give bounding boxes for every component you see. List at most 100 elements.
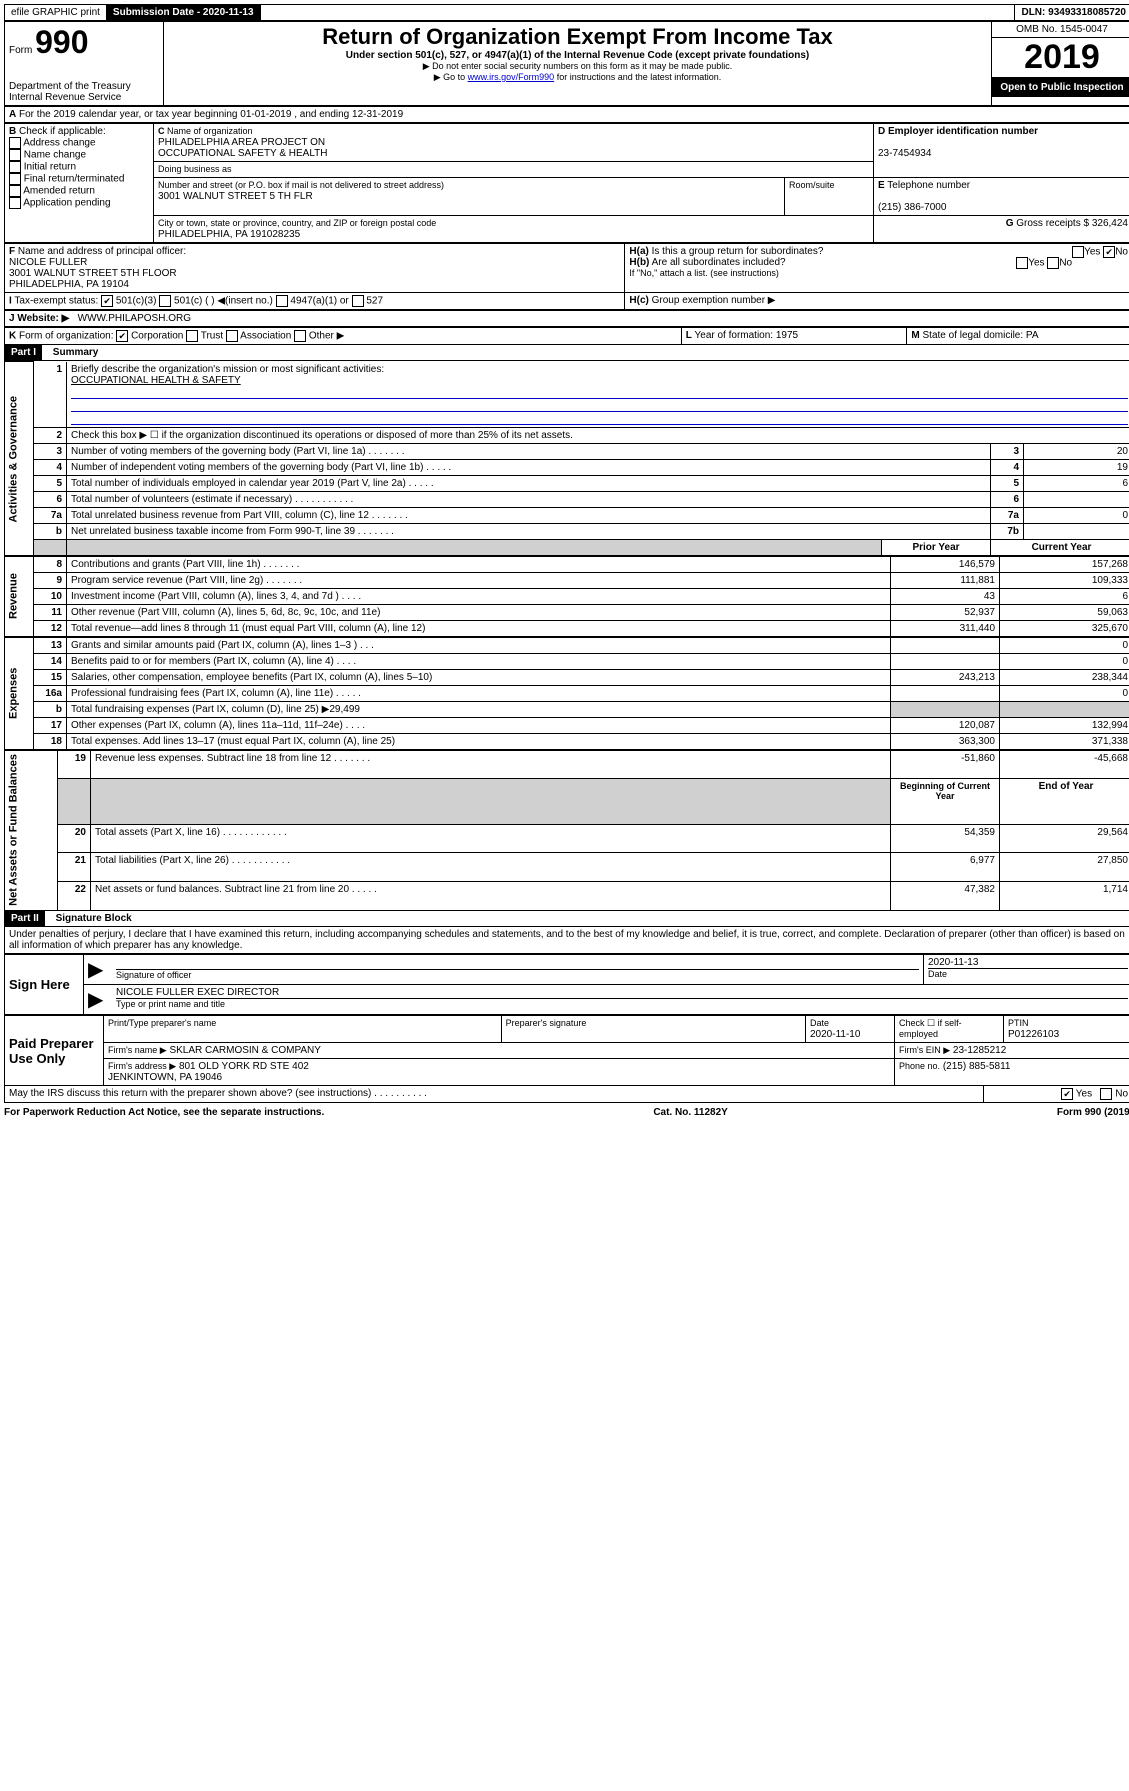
website: WWW.PHILAPOSH.ORG: [78, 313, 191, 324]
m-label: State of legal domicile:: [923, 330, 1024, 341]
app-pending-checkbox[interactable]: [9, 197, 21, 209]
527-checkbox[interactable]: [352, 295, 364, 307]
firm-addr-label: Firm's address ▶: [108, 1061, 176, 1071]
ha-label: Is this a group return for subordinates?: [652, 246, 824, 257]
dept: Department of the Treasury Internal Reve…: [9, 81, 159, 103]
form-header: Form 990 Department of the Treasury Inte…: [4, 21, 1129, 106]
b-opt-2: Initial return: [24, 162, 76, 173]
trust-checkbox[interactable]: [186, 330, 198, 342]
expenses-table: Expenses 13Grants and similar amounts pa…: [4, 637, 1129, 750]
form-subtitle: Under section 501(c), 527, or 4947(a)(1)…: [168, 50, 987, 61]
hb-label: Are all subordinates included?: [652, 257, 786, 268]
part1-header: Part I Summary: [4, 345, 1129, 361]
year-formation: 1975: [776, 330, 798, 341]
part1-title: Summary: [53, 347, 99, 358]
final-return-checkbox[interactable]: [9, 173, 21, 185]
efile-label[interactable]: efile GRAPHIC print: [5, 5, 107, 20]
ptin-label: PTIN: [1008, 1018, 1029, 1028]
ptin: P01226103: [1008, 1029, 1059, 1040]
line2-text: Check this box ▶ ☐ if the organization d…: [67, 427, 1129, 443]
name-change-checkbox[interactable]: [9, 149, 21, 161]
form-foot: Form 990 (2019): [1057, 1107, 1129, 1118]
footer: For Paperwork Reduction Act Notice, see …: [4, 1107, 1129, 1118]
name-label: Type or print name and title: [116, 999, 225, 1009]
k-label: Form of organization:: [19, 331, 114, 342]
entity-block: B Check if applicable: Address change Na…: [4, 123, 1129, 243]
officer-name: NICOLE FULLER EXEC DIRECTOR: [116, 987, 279, 998]
part1-label: Part I: [5, 345, 42, 360]
j-block: J Website: ▶ WWW.PHILAPOSH.ORG: [4, 310, 1129, 327]
preparer-block: Paid Preparer Use Only Print/Type prepar…: [4, 1015, 1129, 1086]
table-row: 5Total number of individuals employed in…: [5, 475, 1129, 491]
k-opt-3: Other ▶: [309, 331, 344, 342]
prior-year-header: Prior Year: [882, 539, 991, 555]
rev-label: Revenue: [5, 556, 34, 636]
note-goto: ▶ Go to www.irs.gov/Form990 for instruct…: [168, 72, 987, 83]
i-opt-2: 4947(a)(1) or: [290, 296, 348, 307]
l-label: Year of formation:: [695, 330, 774, 341]
discuss-yes[interactable]: [1061, 1088, 1073, 1100]
self-emp-label: Check ☐ if self-employed: [899, 1018, 962, 1039]
f-h-block: F Name and address of principal officer:…: [4, 243, 1129, 310]
g-label: Gross receipts $: [1016, 218, 1089, 229]
b-opt-5: Application pending: [23, 198, 110, 209]
k-opt-2: Association: [240, 331, 291, 342]
discuss-no[interactable]: [1100, 1088, 1112, 1100]
sig-officer-label: Signature of officer: [116, 970, 191, 980]
top-bar: efile GRAPHIC print Submission Date - 20…: [4, 4, 1129, 21]
form-title: Return of Organization Exempt From Incom…: [168, 24, 987, 50]
irs-link[interactable]: www.irs.gov/Form990: [468, 72, 555, 82]
gov-label: Activities & Governance: [5, 362, 34, 556]
phone-label: Phone no.: [899, 1061, 940, 1071]
b-label: Check if applicable:: [19, 126, 106, 137]
line-a: A For the 2019 calendar year, or tax yea…: [4, 106, 1129, 123]
501c3-checkbox[interactable]: [101, 295, 113, 307]
501c-checkbox[interactable]: [159, 295, 171, 307]
initial-return-checkbox[interactable]: [9, 161, 21, 173]
ha-no[interactable]: [1103, 246, 1115, 258]
i-opt-1: 501(c) ( ) ◀(insert no.): [174, 296, 273, 307]
assoc-checkbox[interactable]: [226, 330, 238, 342]
ein: 23-7454934: [878, 148, 931, 159]
mission: OCCUPATIONAL HEALTH & SAFETY: [71, 375, 241, 386]
begin-header: Beginning of Current Year: [891, 779, 1000, 824]
table-row: 7aTotal unrelated business revenue from …: [5, 507, 1129, 523]
b-opt-0: Address change: [23, 138, 95, 149]
city-label: City or town, state or province, country…: [158, 218, 436, 228]
4947-checkbox[interactable]: [276, 295, 288, 307]
sign-block: Sign Here ▶ Signature of officer 2020-11…: [4, 954, 1129, 1015]
i-opt-3: 527: [366, 296, 383, 307]
net-label: Net Assets or Fund Balances: [5, 750, 58, 911]
k-opt-0: Corporation: [131, 331, 183, 342]
phone: (215) 386-7000: [878, 202, 946, 213]
submission-date[interactable]: Submission Date - 2020-11-13: [107, 5, 261, 20]
hb-no[interactable]: [1047, 257, 1059, 269]
prep-date-label: Date: [810, 1018, 829, 1028]
other-checkbox[interactable]: [294, 330, 306, 342]
prep-date: 2020-11-10: [810, 1029, 860, 1040]
hb-yes[interactable]: [1016, 257, 1028, 269]
c-name-label: Name of organization: [167, 126, 253, 136]
domicile: PA: [1026, 330, 1039, 341]
prep-phone: (215) 885-5811: [943, 1061, 1011, 1072]
exp-label: Expenses: [5, 637, 34, 749]
dba-label: Doing business as: [158, 164, 232, 174]
tax-year: 2019: [992, 38, 1129, 78]
gross-receipts: 326,424: [1092, 218, 1128, 229]
addr-change-checkbox[interactable]: [9, 137, 21, 149]
hc-label: Group exemption number ▶: [652, 295, 776, 306]
city: PHILADELPHIA, PA 191028235: [158, 229, 300, 240]
j-label: Website: ▶: [17, 313, 69, 324]
firm-name-label: Firm's name ▶: [108, 1045, 167, 1055]
org-name: PHILADELPHIA AREA PROJECT ON OCCUPATIONA…: [158, 137, 327, 159]
paid-label: Paid Preparer Use Only: [5, 1016, 104, 1086]
ha-yes[interactable]: [1072, 246, 1084, 258]
sig-date: 2020-11-13: [928, 957, 978, 968]
addr-label: Number and street (or P.O. box if mail i…: [158, 180, 444, 190]
corp-checkbox[interactable]: [116, 330, 128, 342]
sign-here: Sign Here: [5, 955, 84, 1015]
table-row: 3Number of voting members of the governi…: [5, 443, 1129, 459]
a-text: For the 2019 calendar year, or tax year …: [19, 109, 403, 120]
amended-checkbox[interactable]: [9, 185, 21, 197]
omb: OMB No. 1545-0047: [992, 22, 1129, 38]
